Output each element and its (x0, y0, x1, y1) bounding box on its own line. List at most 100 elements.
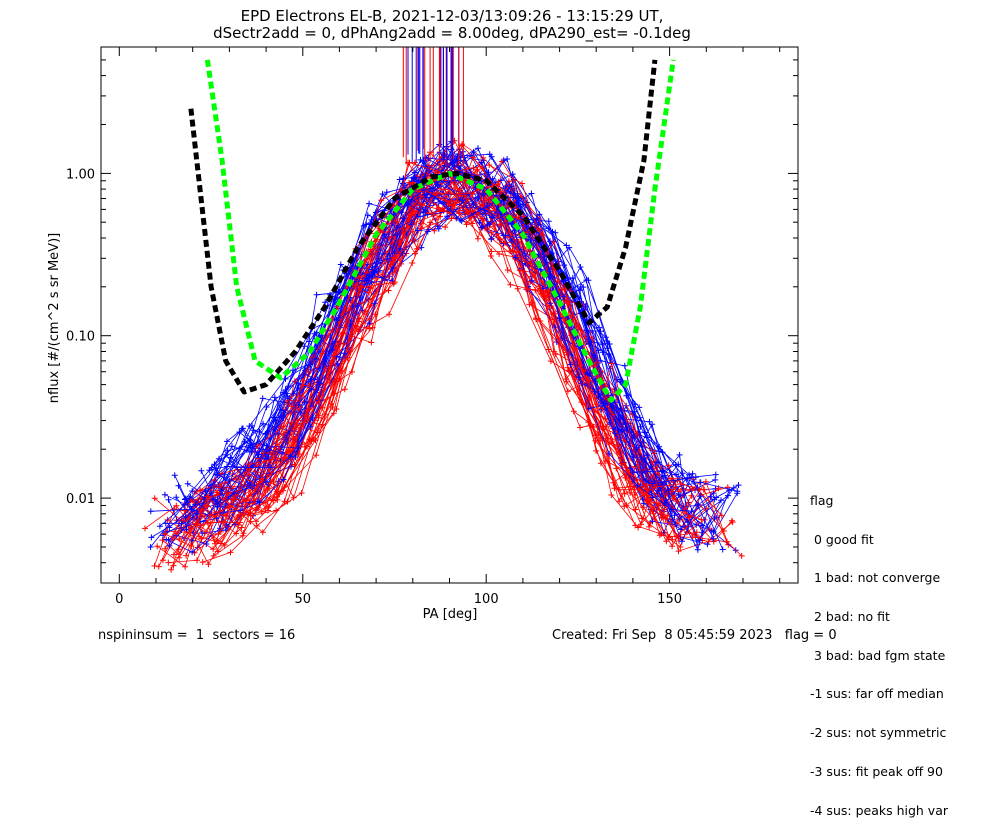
data-point-marker (247, 512, 254, 519)
data-point-marker (319, 404, 326, 411)
data-point-marker (280, 476, 287, 483)
data-point-marker (226, 477, 233, 484)
data-point-marker (648, 481, 655, 488)
data-point-marker (400, 176, 407, 183)
data-point-marker (676, 492, 682, 499)
legend-item: 0 good fit (810, 531, 874, 547)
data-point-marker (367, 285, 374, 292)
data-point-marker (168, 566, 175, 573)
data-point-marker (181, 496, 188, 503)
data-point-marker (411, 169, 418, 176)
data-point-marker (678, 538, 685, 545)
data-point-marker (616, 498, 623, 505)
data-point-marker (475, 145, 481, 152)
data-point-marker (311, 330, 318, 337)
data-point-marker (315, 412, 322, 419)
data-point-marker (406, 159, 413, 166)
data-point-marker (701, 486, 708, 493)
data-point-marker (240, 530, 247, 537)
data-point-marker (512, 254, 519, 261)
data-point-marker (417, 213, 424, 220)
data-point-marker (379, 191, 386, 197)
red-data-curve (220, 163, 668, 517)
data-point-marker (176, 554, 183, 561)
data-point-marker (567, 312, 574, 319)
data-point-marker (590, 408, 597, 415)
data-point-marker (288, 403, 295, 410)
data-point-marker (238, 425, 245, 432)
data-point-marker (256, 499, 263, 506)
data-point-marker (545, 225, 552, 232)
data-point-marker (196, 487, 203, 494)
data-point-marker (711, 496, 718, 503)
data-point-marker (459, 148, 466, 155)
data-point-marker (260, 420, 267, 427)
legend-item: -2 sus: not symmetric (810, 725, 947, 741)
data-point-marker (428, 185, 434, 192)
data-point-marker (602, 334, 609, 341)
data-point-marker (246, 466, 253, 472)
data-point-marker (649, 480, 656, 487)
blue-data-curve (169, 189, 724, 550)
data-point-marker (330, 410, 337, 417)
data-point-marker (332, 295, 339, 302)
data-point-marker (545, 218, 552, 225)
data-point-marker (607, 419, 613, 426)
data-point-marker (166, 542, 173, 549)
data-point-marker (675, 548, 682, 555)
data-point-marker (176, 536, 183, 542)
data-point-marker (669, 543, 676, 550)
data-point-marker (669, 492, 676, 499)
data-point-marker (290, 436, 297, 442)
data-point-marker (563, 349, 570, 356)
data-point-marker (300, 382, 306, 389)
data-point-marker (198, 467, 205, 474)
data-point-marker (535, 226, 542, 232)
data-point-marker (651, 484, 658, 490)
data-point-marker (577, 264, 584, 270)
data-point-marker (692, 474, 699, 481)
data-point-marker (166, 524, 173, 531)
data-point-marker (247, 482, 254, 488)
data-point-marker (715, 485, 722, 492)
data-point-marker (632, 506, 639, 513)
data-point-marker (623, 474, 630, 481)
data-point-marker (621, 362, 628, 369)
data-point-marker (677, 481, 684, 487)
data-point-marker (608, 360, 615, 367)
data-point-marker (435, 225, 442, 232)
data-point-marker (336, 375, 343, 382)
data-point-marker (669, 536, 676, 543)
data-point-marker (487, 253, 494, 259)
data-point-marker (253, 522, 260, 529)
data-point-marker (217, 525, 224, 532)
data-point-marker (182, 563, 189, 570)
data-point-marker (485, 169, 492, 176)
data-point-marker (640, 504, 647, 511)
data-point-marker (735, 482, 742, 489)
data-point-marker (552, 229, 559, 236)
data-point-marker (224, 438, 230, 445)
data-point-marker (649, 421, 656, 428)
data-point-marker (688, 508, 695, 515)
data-point-marker (313, 452, 320, 459)
data-point-marker (630, 469, 636, 476)
data-point-marker (582, 303, 589, 310)
data-point-marker (151, 562, 158, 569)
data-point-marker (529, 299, 536, 306)
data-point-marker (488, 236, 495, 243)
data-point-marker (159, 557, 166, 564)
data-point-marker (188, 543, 195, 549)
data-point-marker (546, 268, 553, 275)
data-point-marker (611, 485, 618, 492)
data-point-marker (693, 529, 700, 536)
data-point-marker (621, 490, 628, 497)
data-point-marker (510, 194, 517, 201)
data-point-marker (352, 282, 359, 289)
data-point-marker (580, 284, 587, 291)
data-point-marker (332, 378, 339, 385)
data-point-marker (280, 389, 287, 396)
data-point-marker (663, 538, 670, 545)
data-point-marker (242, 497, 249, 504)
data-point-marker (412, 250, 418, 257)
